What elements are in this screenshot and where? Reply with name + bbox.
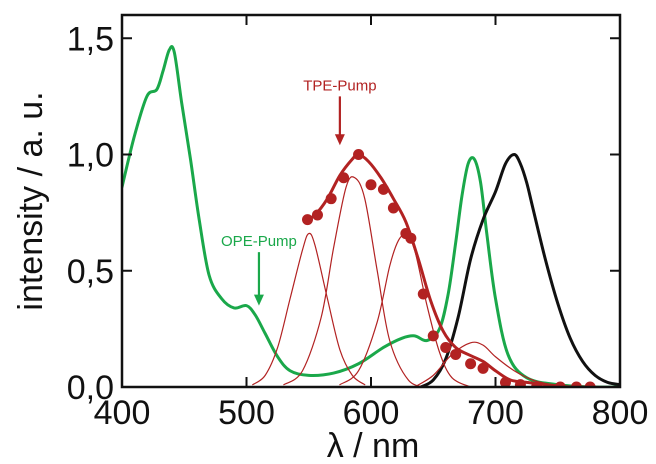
data-point	[311, 209, 323, 221]
data-point	[387, 202, 399, 214]
y-tick-label: 0,5	[67, 253, 114, 291]
data-point	[514, 379, 526, 387]
series-line-5	[413, 341, 553, 387]
arrowhead-icon	[253, 294, 264, 306]
data-point	[499, 376, 511, 387]
data-point	[531, 381, 543, 387]
annotation-label: TPE-Pump	[303, 77, 376, 94]
data-point	[417, 288, 429, 300]
y-tick-label: 1,5	[67, 20, 114, 58]
y-tick-label: 0,0	[67, 369, 114, 407]
series-line-0	[122, 45, 620, 387]
annotation-label: OPE-Pump	[221, 233, 297, 250]
data-point	[405, 232, 417, 244]
x-tick-label: 500	[218, 394, 275, 432]
data-point	[302, 214, 314, 226]
series-layer	[122, 45, 620, 387]
series-line-3	[283, 176, 428, 387]
data-point	[353, 149, 365, 160]
data-point	[450, 348, 462, 360]
x-axis-label: λ / nm	[327, 427, 420, 464]
tick-layer: 400 500 600 700 800 0,0 0,5 1,0 1,5	[67, 15, 649, 432]
data-point	[338, 172, 350, 184]
x-tick-label: 800	[592, 394, 649, 432]
y-axis-label: intensity / a. u.	[12, 91, 50, 310]
data-point	[584, 381, 596, 387]
x-tick-label: 400	[94, 394, 151, 432]
x-tick-label: 600	[343, 394, 400, 432]
data-point	[440, 341, 452, 353]
arrowhead-icon	[334, 134, 345, 146]
data-point	[427, 330, 439, 342]
data-point	[554, 381, 566, 387]
data-point	[377, 183, 389, 195]
y-tick-label: 1,0	[67, 137, 114, 175]
x-tick-label: 700	[467, 394, 524, 432]
data-point	[325, 193, 337, 205]
series-line-2	[252, 232, 366, 386]
series-line-1	[419, 153, 620, 387]
data-point	[465, 358, 477, 370]
data-point	[570, 381, 582, 387]
data-point	[365, 179, 377, 191]
data-point	[477, 362, 489, 374]
annotation-layer: TPE-Pump OPE-Pump	[221, 77, 377, 306]
